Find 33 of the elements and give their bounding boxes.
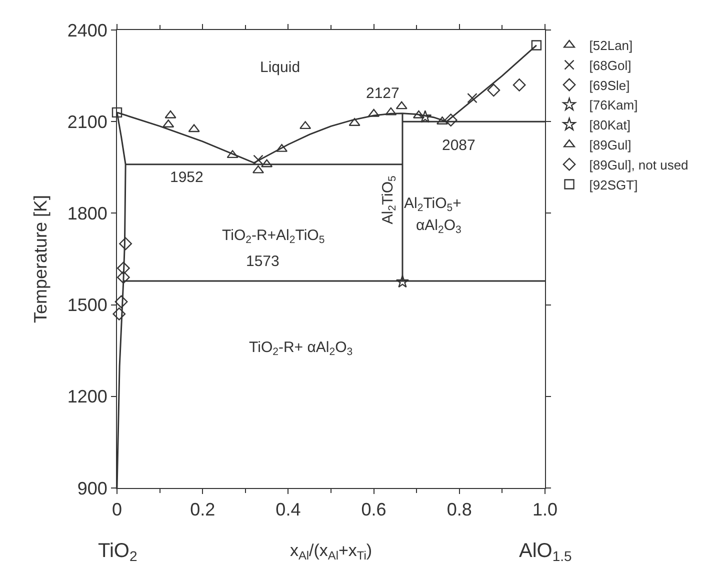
x-axis-title: x$_{Al}$/(x$_{Al}$+x$_{Ti}$) [290,541,372,563]
annotation: TiO$_{2}$-R+ αAl$_{2}$O$_{3}$ [249,339,353,358]
y-tick-label: 2100 [67,112,108,132]
legend-label: [69Sle] [589,78,630,93]
y-tick-label: 1200 [67,386,108,407]
annotation: αAl$_{2}$O$_{3}$ [416,217,462,236]
text: TiO$_{2}$ [98,540,138,564]
annotation: TiO$_{2}$-R+Al$_{2}$TiO$_{5}$ [222,227,325,246]
legend-label: [80Kat] [589,118,630,133]
annotation: 1573 [246,253,280,270]
x-tick-label: 0 [112,500,122,520]
y-tick-label: 900 [77,478,108,498]
x-tick-label: 1.0 [532,500,558,520]
annotation: 2087 [442,137,476,154]
annotation: Liquid [260,59,300,76]
legend-label: [76Kam] [589,98,638,113]
annotation: 2127 [366,85,400,102]
x-tick-label: 0.2 [190,500,216,520]
annotation: 1952 [170,169,204,186]
x-tick-label: 0.8 [446,500,472,520]
legend-label: [89Gul] [589,138,632,153]
legend-label: [92SGT] [589,177,638,192]
x-tick-label: 0.4 [276,500,301,520]
x-tick-label: 0.6 [361,500,386,520]
text: AlO$_{1.5}$ [519,540,572,564]
y-tick-label: 2400 [67,20,108,40]
annotation: Al$_{2}$TiO$_{5}$+ [404,195,462,214]
legend-label: [68Gol] [589,58,632,73]
legend-label: [52Lan] [589,38,633,54]
y-axis-title: Temperature [K] [30,194,51,324]
y-tick-label: 1500 [67,295,108,316]
legend-label: [89Gul], not used [589,157,688,172]
y-tick-label: 1800 [67,204,108,224]
